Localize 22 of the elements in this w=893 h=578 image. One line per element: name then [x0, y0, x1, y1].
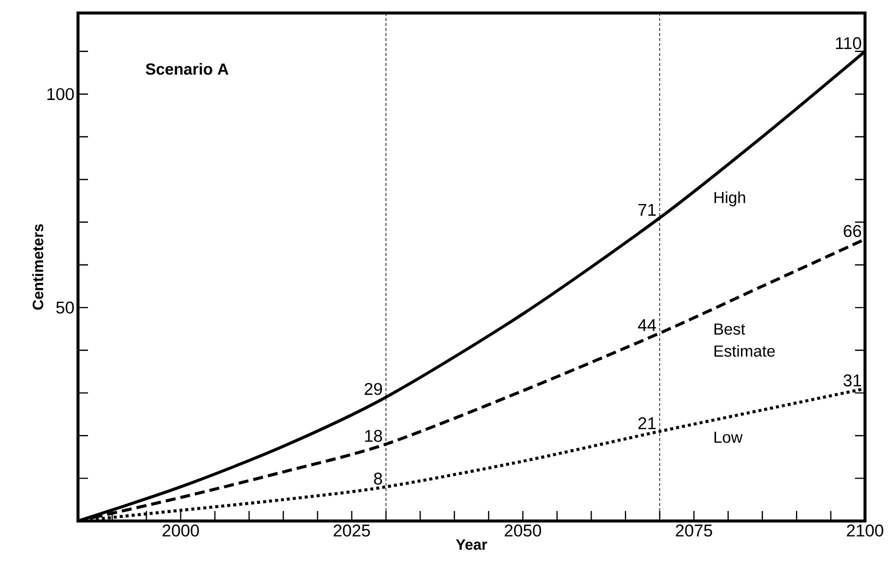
x-tick-label: 2000	[162, 524, 199, 537]
data-label: 44	[638, 319, 656, 331]
data-label: 21	[638, 417, 656, 430]
data-label: 31	[844, 374, 861, 386]
x-tick-label: 2050	[504, 524, 542, 537]
data-label: 29	[364, 382, 382, 395]
y-tick-label: 100	[47, 88, 74, 100]
data-label: 110	[836, 37, 862, 50]
x-tick-label: 2025	[334, 524, 370, 537]
series-label: Best Estimate	[714, 324, 775, 357]
series-label: Low	[714, 432, 743, 443]
data-label: 8	[374, 472, 382, 485]
x-axis-title: Year	[456, 539, 488, 550]
x-tick-label: 2075	[676, 524, 712, 537]
series-label: High	[714, 191, 746, 206]
data-label: 18	[365, 430, 382, 442]
data-label: 66	[844, 224, 862, 238]
text: Scenario A	[146, 62, 228, 75]
data-label: 71	[638, 204, 656, 216]
y-axis-title: Centimeters	[32, 224, 44, 310]
x-tick-label: 2100	[846, 524, 884, 537]
y-tick-label: 50	[56, 302, 74, 314]
